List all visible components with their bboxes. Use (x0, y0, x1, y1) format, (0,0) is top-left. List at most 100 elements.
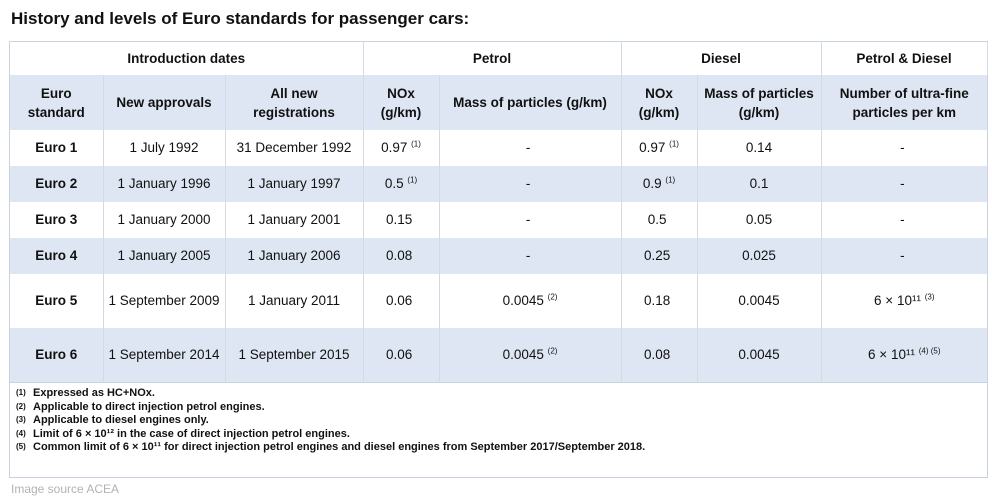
table-row: Euro 1 1 July 1992 31 December 1992 0.97 (1… (10, 130, 988, 166)
column-header: New approvals (103, 75, 226, 130)
cell-value: 0.0045 (502, 347, 544, 362)
cell-value: 0.97 (381, 140, 408, 155)
ultrafine-particles-cell: - (821, 166, 988, 202)
image-source-caption: Image source ACEA (11, 482, 120, 496)
footnote: (4) Limit of 6 × 10¹² in the case of dire… (16, 428, 981, 442)
footnote-text: Common limit of 6 × 10¹¹ for direct inje… (33, 441, 646, 453)
new-approvals-cell: 1 July 1992 (103, 130, 226, 166)
cell-value: - (900, 212, 905, 227)
cell-value: 1 September 2009 (108, 293, 220, 308)
ultrafine-particles-cell: - (821, 130, 988, 166)
footnote-ref: (1) (665, 175, 676, 185)
all-registrations-cell: 1 January 2011 (225, 274, 364, 328)
cell-value: 0.18 (644, 293, 671, 308)
cell-value: 1 January 1996 (117, 176, 211, 191)
footnote-number: (2) (16, 401, 26, 411)
all-registrations-cell: 31 December 1992 (225, 130, 364, 166)
cell-value: 6 × 10¹¹ (868, 347, 915, 362)
cell-value: 0.9 (642, 176, 662, 191)
footnote-ref: (4) (5) (918, 346, 941, 356)
euro-standard-cell: Euro 6 (10, 328, 104, 382)
page-title: History and levels of Euro standards for… (11, 9, 470, 28)
euro-standard-cell: Euro 5 (10, 274, 104, 328)
footnote-number: (1) (16, 388, 26, 397)
footnote-ref: (2) (547, 292, 558, 302)
cell-value: 0.025 (742, 248, 776, 263)
diesel-particles-cell: 0.1 (697, 166, 822, 202)
footnote: (1) Expressed as HC+NOx. (16, 387, 981, 401)
petrol-particles-cell: - (439, 238, 622, 274)
diesel-particles-cell: 0.05 (697, 202, 822, 238)
ultrafine-particles-cell: 6 × 10¹¹ (4) (5) (821, 328, 988, 382)
cell-value: 0.14 (745, 140, 773, 155)
column-header-row: Euro standard New approvals All new regi… (10, 75, 988, 130)
petrol-particles-cell: - (439, 130, 622, 166)
cell-value: - (525, 140, 531, 155)
petrol-nox-cell: 0.97 (1) (363, 130, 440, 166)
diesel-nox-cell: 0.25 (621, 238, 698, 274)
footnote-number: (4) (16, 428, 26, 438)
petrol-nox-cell: 0.08 (363, 238, 440, 274)
euro-standards-table: Introduction dates Petrol Diesel Petrol … (9, 41, 988, 478)
ultrafine-particles-cell: - (821, 238, 988, 274)
diesel-particles-cell: 0.0045 (697, 274, 822, 328)
cell-value: - (900, 140, 905, 155)
cell-value: Euro 4 (35, 248, 78, 263)
diesel-particles-cell: 0.0045 (697, 328, 822, 382)
footnote: (5) Common limit of 6 × 10¹¹ for direct i… (16, 441, 981, 455)
cell-value: - (525, 176, 531, 191)
footnote-number: (3) (16, 415, 26, 424)
footnote-text: Limit of 6 × 10¹² in the case of direct … (33, 427, 350, 440)
column-header: NOx (g/km) (621, 75, 698, 130)
cell-value: 0.08 (385, 248, 413, 263)
footnote-ref: (3) (924, 292, 935, 302)
ultrafine-particles-cell: - (821, 202, 988, 238)
all-registrations-cell: 1 January 2001 (225, 202, 364, 238)
all-registrations-cell: 1 January 1997 (225, 166, 364, 202)
column-header: All new registrations (225, 75, 364, 130)
cell-value: Euro 2 (35, 176, 78, 191)
column-header: NOx (g/km) (363, 75, 440, 130)
group-header-diesel: Diesel (621, 42, 822, 75)
footnote-ref: (1) (669, 139, 679, 149)
diesel-nox-cell: 0.08 (621, 328, 698, 382)
cell-value: 1 January 1997 (247, 176, 341, 191)
ultrafine-particles-cell: 6 × 10¹¹ (3) (821, 274, 988, 328)
cell-value: Euro 1 (35, 140, 78, 155)
footnote-number: (5) (16, 442, 26, 451)
euro-standard-cell: Euro 2 (10, 166, 104, 202)
euro-standard-cell: Euro 4 (10, 238, 104, 274)
petrol-nox-cell: 0.5 (1) (363, 166, 440, 202)
diesel-nox-cell: 0.5 (621, 202, 698, 238)
new-approvals-cell: 1 September 2014 (103, 328, 226, 382)
cell-value: 0.5 (384, 176, 404, 191)
footnote-text: Applicable to diesel engines only. (33, 414, 209, 426)
table-row: Euro 2 1 January 1996 1 January 1997 0.5 (1… (10, 166, 988, 202)
cell-value: 0.97 (639, 140, 666, 155)
footnote: (2) Applicable to direct injection petrol… (16, 401, 981, 415)
cell-value: 1 January 2001 (247, 212, 341, 227)
table-row: Euro 6 1 September 2014 1 September 2015 0.… (10, 328, 988, 382)
cell-value: 0.25 (644, 248, 671, 263)
diesel-particles-cell: 0.025 (697, 238, 822, 274)
petrol-particles-cell: 0.0045 (2) (439, 328, 622, 382)
cell-value: 0.06 (385, 347, 413, 362)
column-header: Number of ultra-fine particles per km (821, 75, 988, 130)
euro-standard-cell: Euro 3 (10, 202, 104, 238)
cell-value: - (900, 176, 905, 191)
cell-value: 1 September 2015 (238, 347, 350, 362)
column-header: Mass of particles (g/km) (697, 75, 822, 130)
cell-value: 1 January 2006 (247, 248, 341, 263)
new-approvals-cell: 1 January 2005 (103, 238, 226, 274)
cell-value: - (525, 212, 531, 227)
diesel-nox-cell: 0.97 (1) (621, 130, 698, 166)
footnote: (3) Applicable to diesel engines only. (16, 414, 981, 428)
table-row: Euro 3 1 January 2000 1 January 2001 0.15 -… (10, 202, 988, 238)
petrol-nox-cell: 0.15 (363, 202, 440, 238)
petrol-particles-cell: 0.0045 (2) (439, 274, 622, 328)
group-header-introduction-dates: Introduction dates (10, 42, 364, 75)
diesel-particles-cell: 0.14 (697, 130, 822, 166)
cell-value: 0.1 (749, 176, 769, 191)
new-approvals-cell: 1 September 2009 (103, 274, 226, 328)
footnote-text: Applicable to direct injection petrol en… (33, 400, 265, 413)
